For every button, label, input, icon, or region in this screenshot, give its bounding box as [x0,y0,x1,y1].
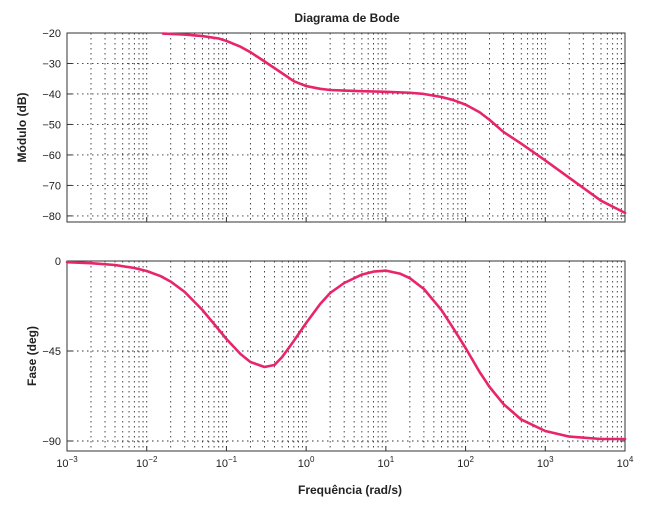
y-axis-label: Módulo (dB) [15,93,29,163]
y-tick-label: −80 [42,211,61,223]
series-line [161,32,627,215]
y-tick-label: −40 [42,89,61,101]
y-tick-label: −70 [42,180,61,192]
x-tick-label: 103 [537,455,554,470]
chart-title: Diagrama de Bode [294,11,400,25]
y-tick-label: −90 [42,436,61,448]
y-tick-label: −30 [42,58,61,70]
y-tick-label: −60 [42,150,61,162]
y-tick-label: −45 [42,346,61,358]
x-tick-label: 104 [617,455,634,470]
x-tick-label: 10−2 [136,455,158,470]
x-tick-label: 102 [457,455,474,470]
x-axis-label: Frequência (rad/s) [298,483,402,497]
plot-frame [66,260,626,452]
x-tick-label: 10−3 [56,455,78,470]
y-tick-label: −20 [42,28,61,40]
series-line [65,260,627,441]
frequency-axis: 10−3 10−2 10−1 100 101 102 103 104 [56,217,634,470]
x-tick-label: 100 [298,455,315,470]
x-tick-label: 10−1 [216,455,238,470]
y-axis-label: Fase (deg) [25,326,39,386]
plot-frame [66,32,626,223]
phase-panel: 0 −45 −90 Fase (deg) [25,256,627,452]
y-tick-label: −50 [42,119,61,131]
magnitude-panel: −20 −30 −40 −50 −60 −70 −80 Módulo (dB) [15,28,627,223]
y-tick-label: 0 [55,256,61,268]
x-tick-label: 101 [378,455,395,470]
